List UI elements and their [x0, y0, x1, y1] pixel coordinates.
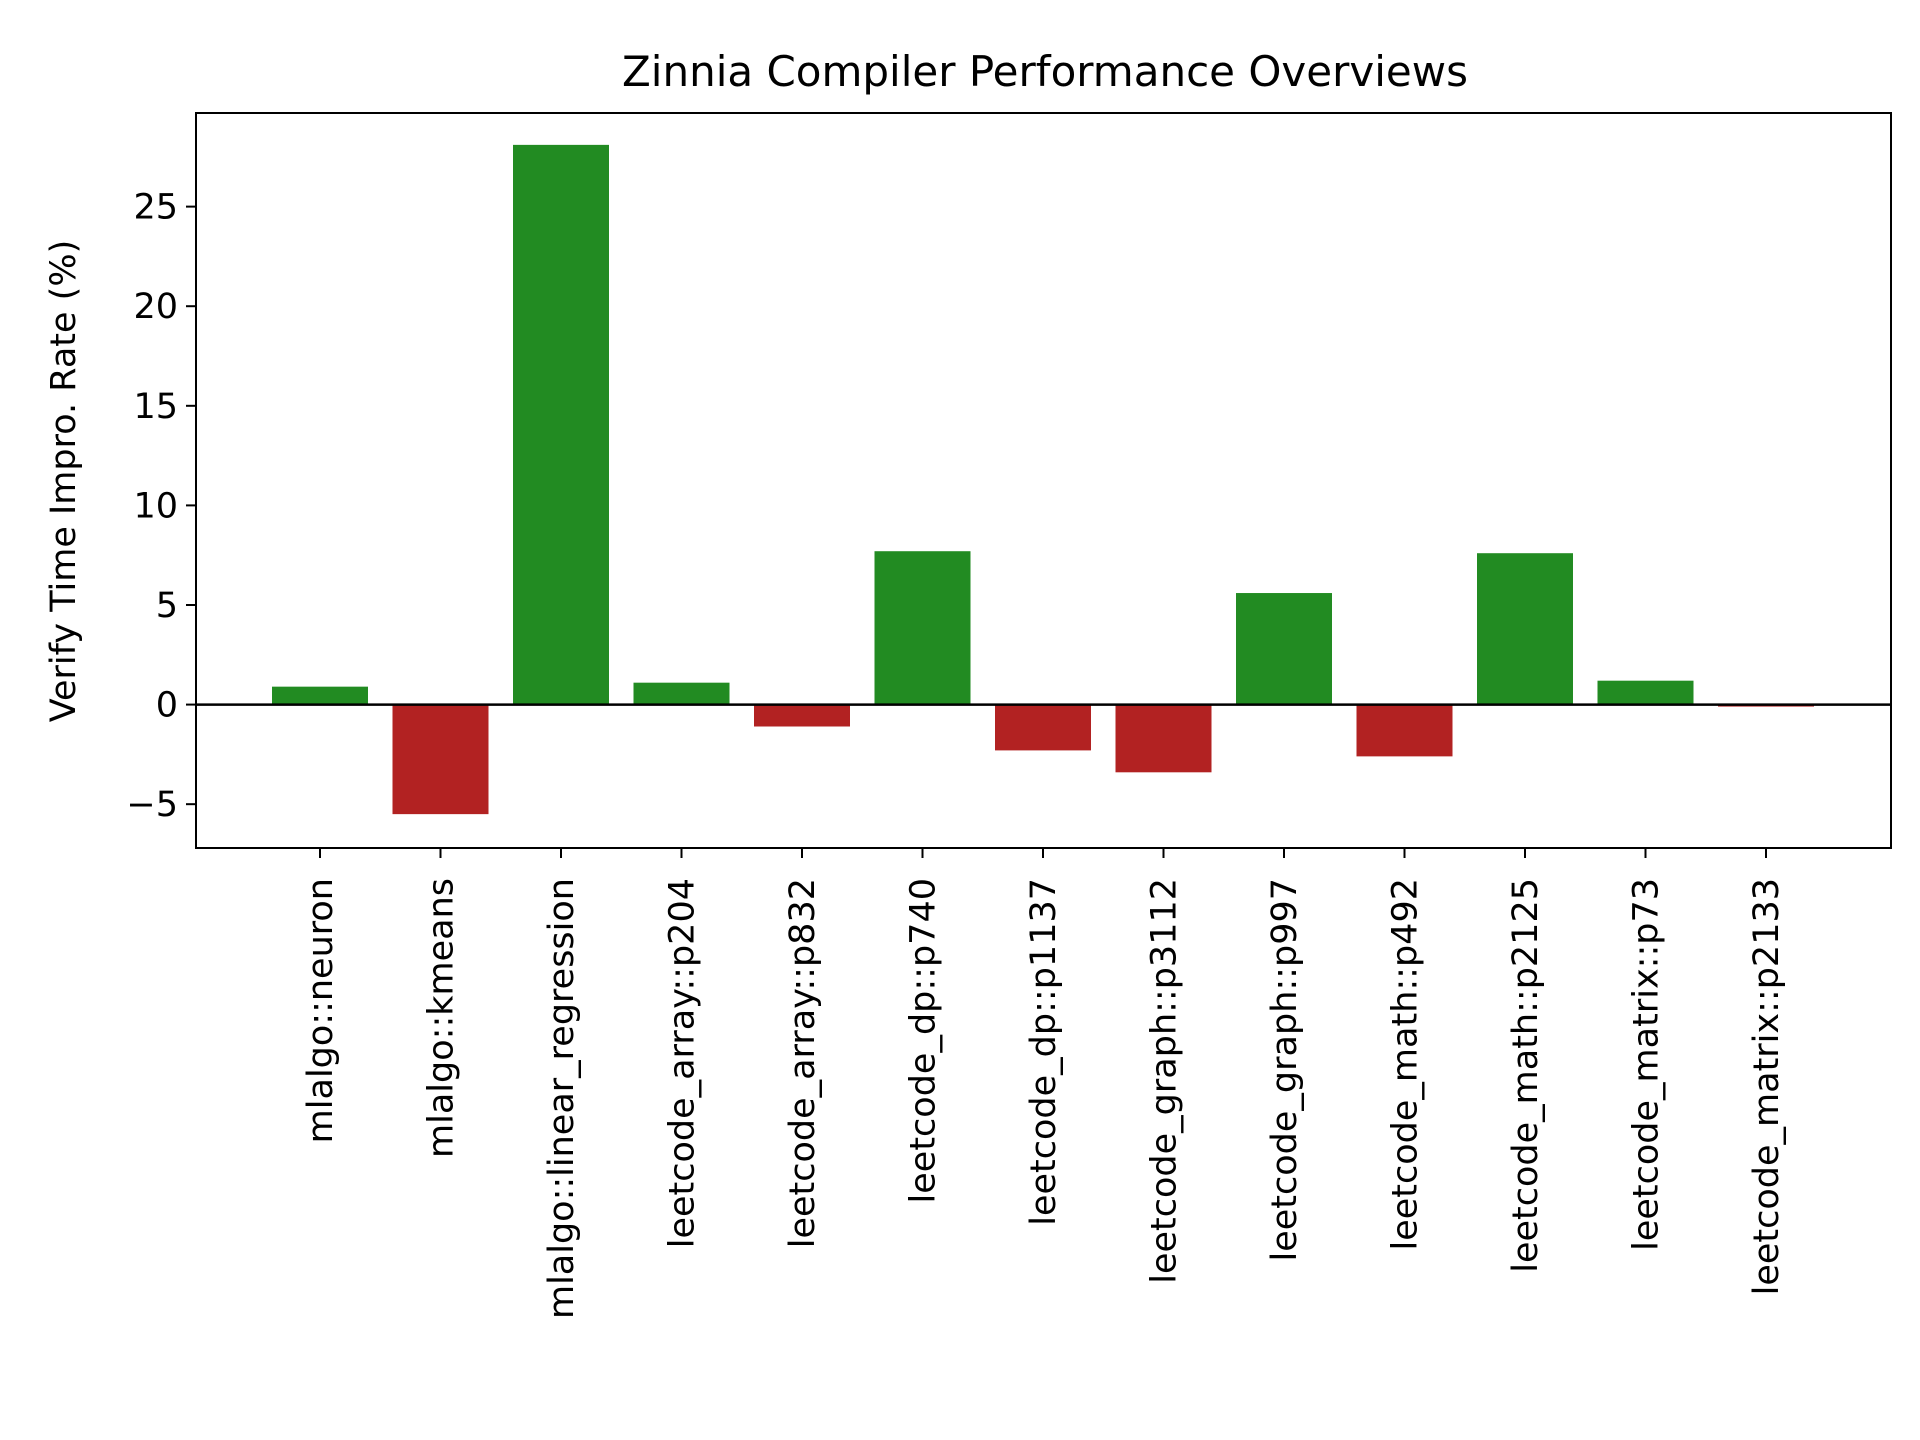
y-axis-ticks: −5 0 5 10 15 20 25 — [126, 188, 196, 825]
bar-1 — [392, 704, 489, 815]
bar-8 — [1236, 593, 1332, 705]
x-axis-ticks: mlalgo::neuron mlalgo::kmeans mlalgo::line… — [301, 848, 1787, 1319]
chart-title: Zinnia Compiler Performance Overviews — [622, 47, 1468, 96]
bars-group — [272, 144, 1814, 815]
x-tick-label: leetcode_array::p832 — [783, 878, 823, 1248]
x-tick-label: leetcode_dp::p740 — [904, 878, 944, 1203]
y-tick-label: 5 — [156, 586, 178, 626]
y-tick-label: 20 — [133, 287, 178, 327]
x-tick-label: mlalgo::kmeans — [422, 878, 462, 1158]
bar-2 — [513, 144, 609, 705]
y-tick-label: −5 — [126, 785, 178, 825]
bar-9 — [1356, 704, 1453, 757]
bar-7 — [1115, 704, 1212, 773]
x-tick-label: leetcode_array::p204 — [663, 878, 703, 1248]
x-tick-label: leetcode_matrix::p2133 — [1747, 878, 1787, 1295]
y-axis-label: Verify Time Impro. Rate (%) — [44, 240, 84, 722]
x-tick-label: mlalgo::linear_regression — [542, 878, 582, 1319]
x-tick-label: leetcode_graph::p997 — [1265, 878, 1305, 1261]
bar-3 — [633, 682, 730, 705]
x-tick-label: leetcode_matrix::p73 — [1627, 878, 1667, 1251]
bar-0 — [272, 686, 368, 705]
x-tick-label: mlalgo::neuron — [301, 878, 341, 1143]
bar-5 — [874, 551, 971, 705]
x-tick-label: leetcode_math::p492 — [1386, 878, 1426, 1250]
x-tick-label: leetcode_dp::p1137 — [1024, 878, 1064, 1226]
bar-11 — [1597, 680, 1694, 705]
bar-10 — [1477, 553, 1573, 705]
x-tick-label: leetcode_math::p2125 — [1506, 878, 1546, 1273]
bar-6 — [995, 704, 1091, 751]
y-tick-label: 25 — [133, 188, 178, 228]
y-tick-label: 15 — [133, 387, 178, 427]
y-tick-label: 0 — [156, 686, 178, 726]
bar-4 — [754, 704, 850, 727]
y-tick-label: 10 — [133, 486, 178, 526]
x-tick-label: leetcode_graph::p3112 — [1145, 878, 1185, 1284]
